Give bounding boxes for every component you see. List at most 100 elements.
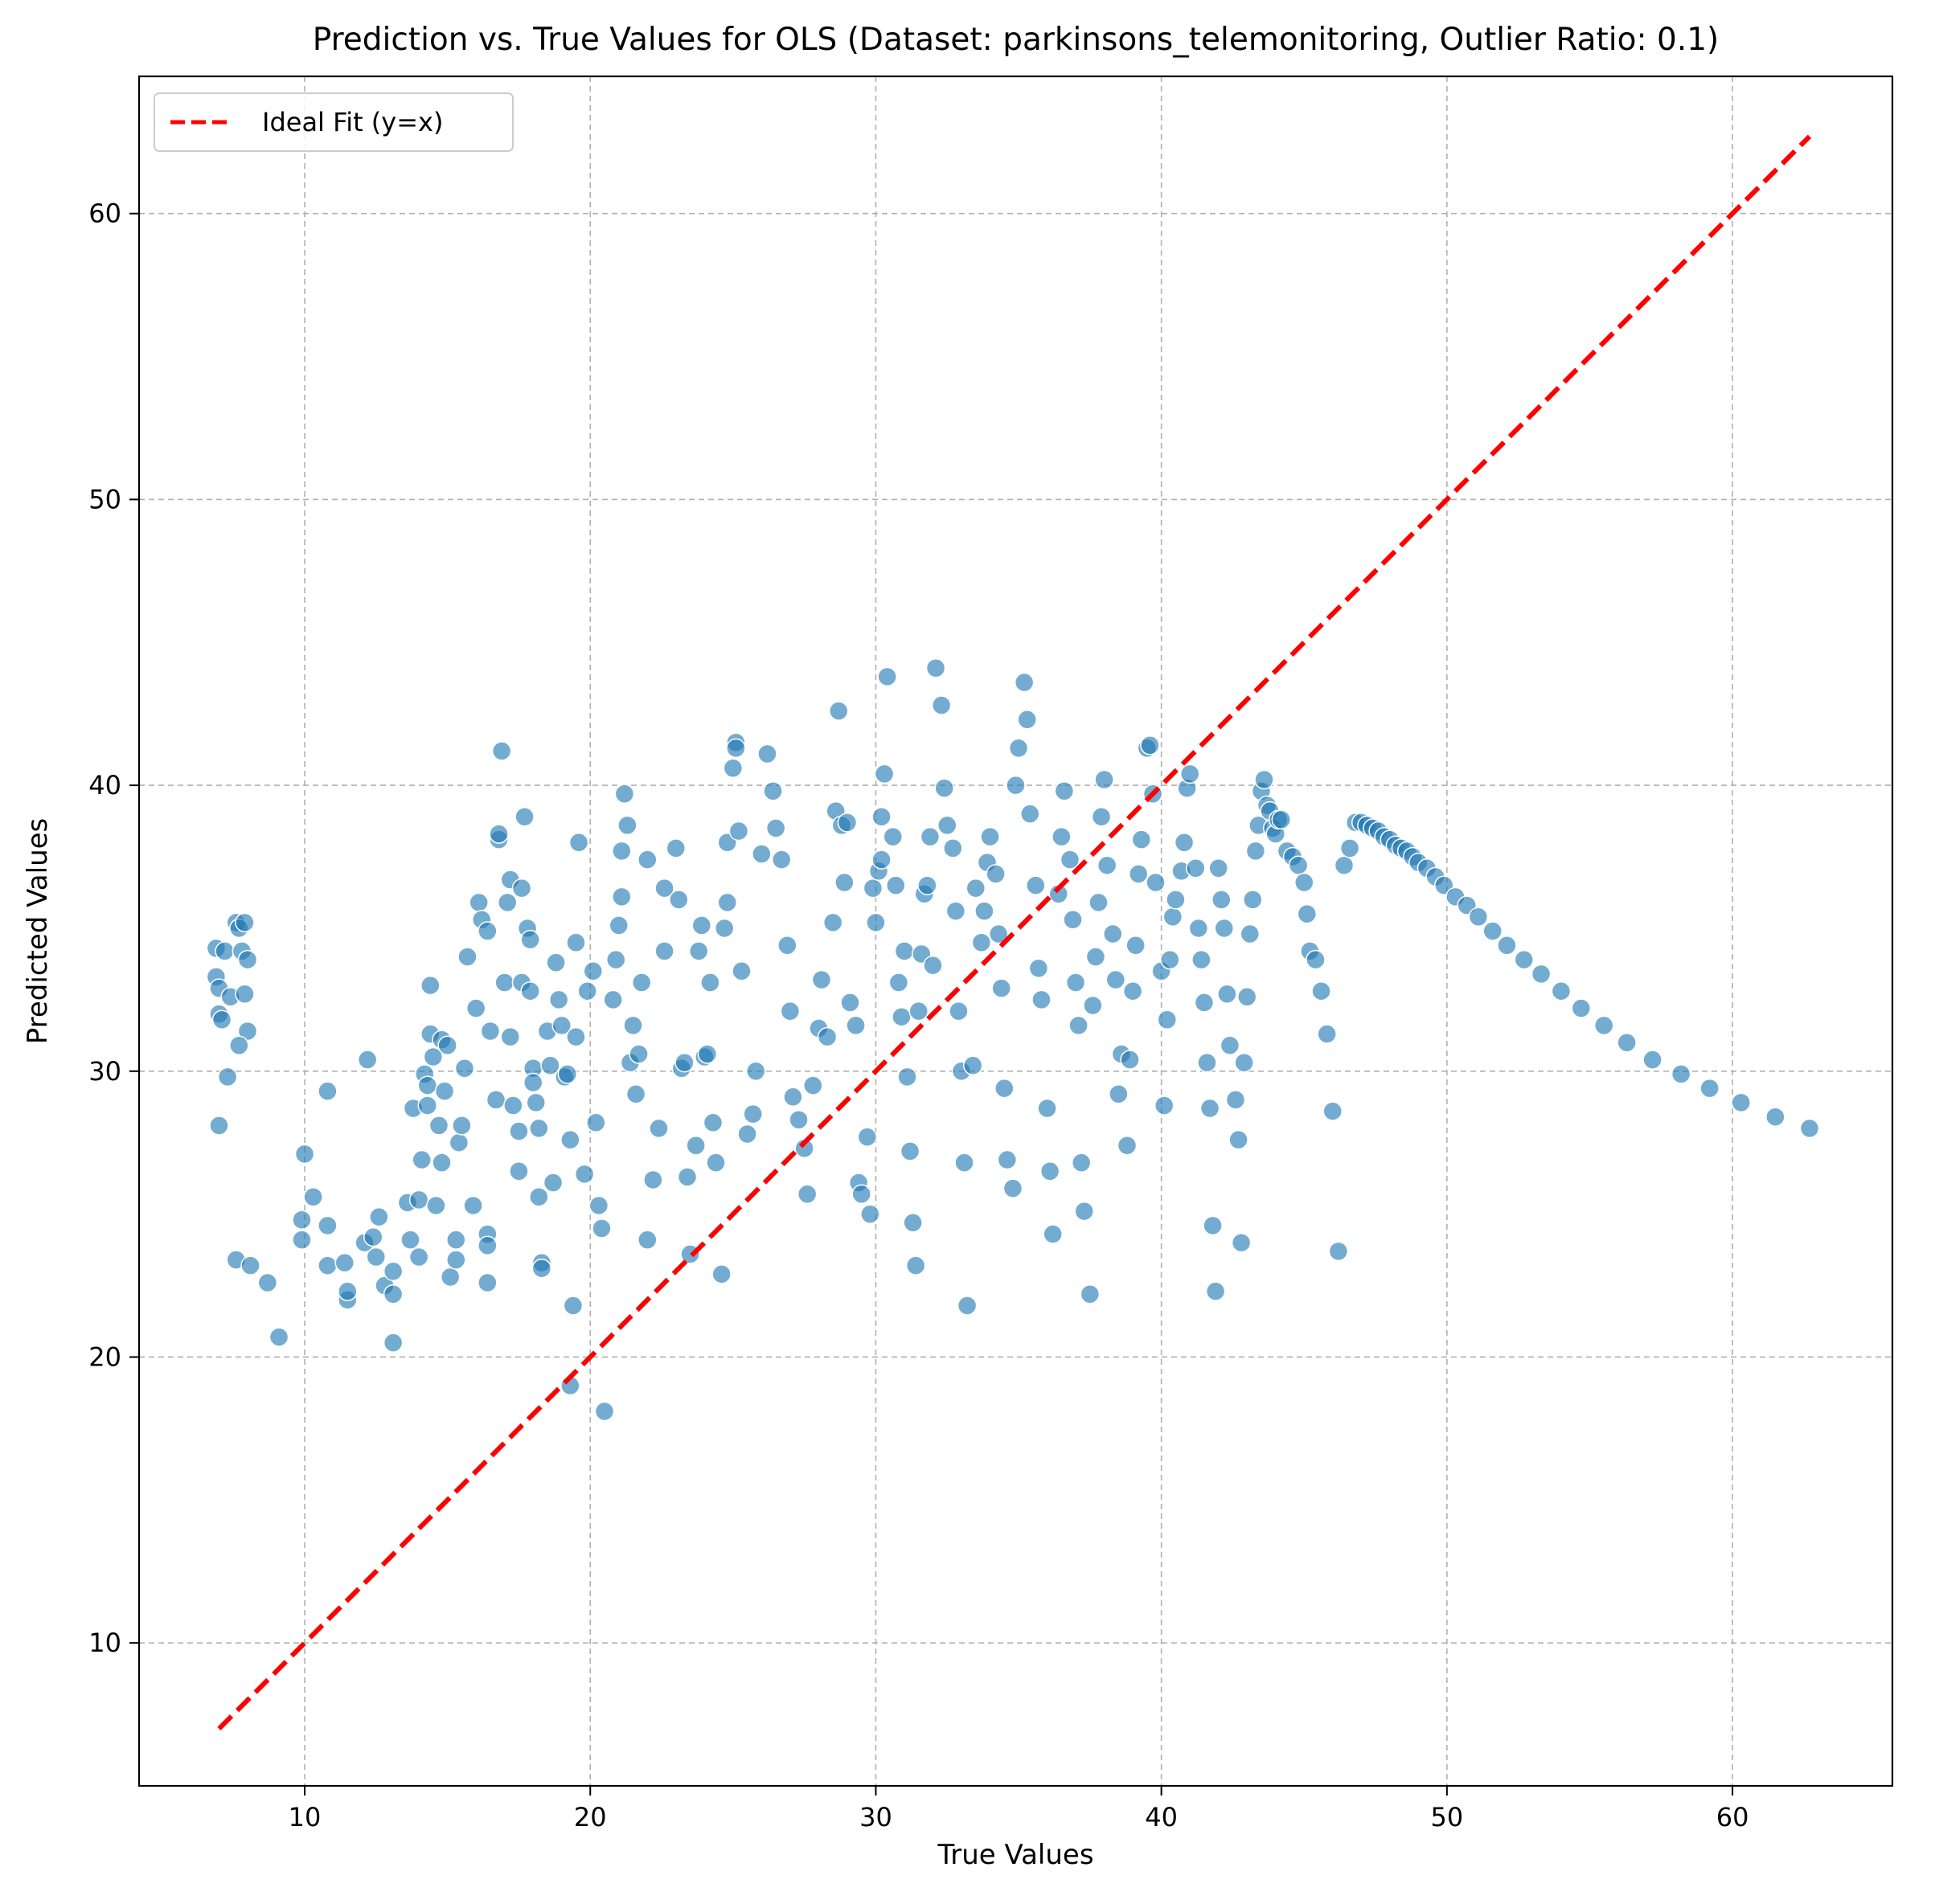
x-tick-label: 30: [859, 1802, 892, 1832]
data-point: [577, 981, 597, 1001]
data-point: [1028, 958, 1049, 978]
chart-title: Prediction vs. True Values for OLS (Data…: [313, 22, 1720, 58]
data-point: [631, 972, 652, 993]
data-point: [811, 969, 832, 990]
data-point: [797, 1184, 818, 1204]
data-point: [1765, 1107, 1785, 1127]
data-point: [757, 743, 777, 764]
data-point: [980, 826, 1000, 847]
x-tick-label: 60: [1716, 1802, 1749, 1832]
data-point: [1339, 838, 1360, 858]
data-point: [706, 1153, 726, 1173]
data-point: [546, 952, 566, 972]
data-point: [454, 1058, 475, 1079]
data-point: [334, 1252, 355, 1273]
data-point: [566, 932, 586, 952]
data-point: [954, 1153, 974, 1173]
data-point: [1037, 1098, 1057, 1119]
data-point: [452, 1116, 472, 1136]
data-point: [357, 1050, 378, 1070]
data-point: [215, 941, 235, 961]
data-point: [383, 1284, 404, 1304]
data-point: [511, 878, 532, 899]
data-point: [540, 1055, 560, 1075]
data-point: [449, 1132, 469, 1153]
data-point: [1054, 780, 1075, 801]
data-point: [269, 1327, 289, 1347]
data-point: [1211, 890, 1232, 910]
data-point: [857, 1127, 878, 1147]
data-point: [383, 1333, 404, 1353]
data-point: [237, 949, 258, 970]
data-point: [1174, 832, 1195, 853]
data-point: [765, 818, 786, 838]
data-point: [1311, 981, 1331, 1001]
data-point: [614, 784, 635, 805]
data-point: [417, 1095, 438, 1116]
data-point: [726, 738, 746, 759]
data-point: [794, 1138, 814, 1159]
data-point: [883, 826, 904, 847]
data-point: [629, 1044, 649, 1064]
data-point: [834, 872, 855, 893]
data-point: [846, 1015, 866, 1036]
data-point: [1531, 964, 1552, 985]
data-point: [1254, 769, 1274, 790]
data-point: [1131, 829, 1152, 850]
data-point: [997, 1149, 1018, 1170]
y-tick-label: 20: [88, 1341, 121, 1372]
data-point: [1214, 918, 1235, 939]
data-point: [514, 806, 535, 827]
data-point: [1220, 1035, 1240, 1056]
data-point: [1205, 1281, 1226, 1301]
data-point: [1109, 1083, 1129, 1104]
data-point: [732, 961, 752, 981]
data-point: [908, 1001, 929, 1022]
axis-ticks: 10 20 30 40 50 60 10 20 30 40 50 60: [88, 199, 1748, 1832]
data-point: [1642, 1050, 1662, 1070]
data-point: [780, 1001, 801, 1022]
data-point: [318, 1081, 338, 1101]
data-point: [957, 1296, 978, 1316]
data-point: [625, 1083, 646, 1104]
data-point: [1043, 1224, 1063, 1244]
data-point: [592, 1218, 612, 1239]
data-point: [531, 1258, 552, 1279]
data-point: [229, 1035, 249, 1056]
data-point: [925, 658, 946, 678]
data-point: [292, 1230, 312, 1250]
data-point: [877, 666, 897, 687]
data-point: [529, 1187, 549, 1207]
data-point: [500, 1026, 521, 1047]
data-point: [417, 1075, 438, 1095]
legend: Ideal Fit (y=x): [154, 92, 514, 152]
data-point: [423, 1046, 444, 1067]
data-point: [609, 915, 629, 936]
data-point: [1014, 672, 1035, 693]
data-point: [1068, 1015, 1088, 1036]
data-point: [480, 1021, 501, 1042]
data-point: [1146, 872, 1166, 893]
data-point: [574, 1164, 595, 1185]
data-point: [666, 838, 687, 858]
data-point: [1085, 947, 1106, 967]
data-point: [777, 936, 797, 956]
data-points: [206, 658, 1820, 1422]
data-point: [771, 850, 792, 870]
data-point: [420, 975, 441, 996]
data-point: [829, 701, 849, 721]
data-point: [1225, 1090, 1246, 1110]
data-point: [568, 832, 589, 853]
data-point: [1617, 1032, 1637, 1053]
data-point: [1288, 855, 1309, 875]
data-point: [1188, 918, 1209, 939]
data-point: [717, 892, 737, 913]
data-point: [1060, 850, 1080, 870]
y-tick-label: 60: [88, 199, 121, 229]
data-point: [211, 1009, 232, 1030]
data-point: [1122, 981, 1143, 1001]
data-point: [428, 1116, 449, 1136]
y-tick-label: 40: [88, 770, 121, 800]
data-point: [426, 1195, 446, 1216]
